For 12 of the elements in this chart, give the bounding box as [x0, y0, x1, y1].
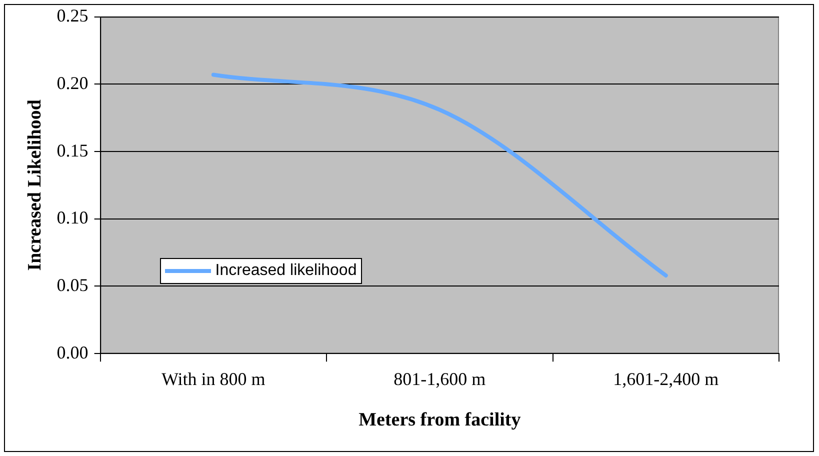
x-axis-title: Meters from facility: [358, 410, 522, 431]
y-tick-label: 0.20: [56, 72, 88, 93]
x-tick-label: With in 800 m: [162, 369, 266, 390]
y-tick-label: 0.05: [56, 274, 88, 295]
y-tick-label: 0.10: [56, 208, 88, 228]
y-tick-label: 0.15: [56, 140, 88, 160]
y-tick-label: 0.00: [56, 342, 88, 362]
x-tick-label: 801-1,600 m: [394, 369, 486, 390]
legend-label: Increased likelihood: [215, 262, 357, 280]
y-axis-title: Increased Likelihood: [24, 99, 46, 271]
y-tick-label: 0.25: [56, 6, 88, 26]
x-tick-label: 1,601-2,400 m: [613, 369, 719, 390]
